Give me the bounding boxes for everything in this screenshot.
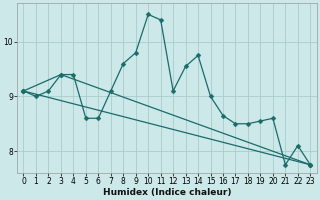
X-axis label: Humidex (Indice chaleur): Humidex (Indice chaleur) [103, 188, 231, 197]
